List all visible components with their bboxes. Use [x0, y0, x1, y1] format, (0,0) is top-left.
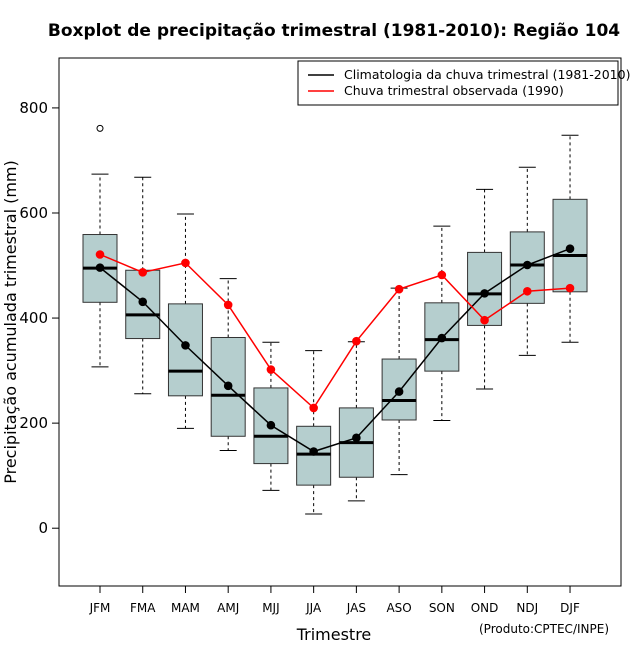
- interquartile-box: [167, 303, 203, 397]
- series-point: [309, 403, 318, 413]
- series-point: [181, 258, 190, 268]
- series-point: [565, 283, 575, 293]
- series-point: [480, 315, 489, 325]
- box-aso: [381, 287, 417, 476]
- series-observed: [95, 250, 575, 413]
- x-tick-label: NDJ: [516, 601, 538, 615]
- x-tick-label: JAS: [346, 601, 366, 615]
- box-jfm: [82, 124, 118, 368]
- y-axis: 0 200 400 600 800: [19, 99, 59, 537]
- box-mam: [167, 213, 203, 429]
- box-son: [424, 225, 460, 422]
- series-point: [309, 447, 318, 456]
- x-tick-label: MAM: [171, 601, 200, 615]
- credit-text: (Produto:CPTEC/INPE): [479, 622, 609, 636]
- legend-label-climatology: Climatologia da chuva trimestral (1981-2…: [344, 67, 630, 82]
- y-tick-label: 600: [19, 204, 48, 222]
- series-point: [437, 333, 447, 343]
- series-point: [266, 420, 276, 430]
- y-tick-label: 0: [38, 519, 48, 537]
- series-line: [99, 248, 571, 453]
- series-point: [266, 365, 276, 374]
- x-tick-label: JFM: [89, 601, 111, 615]
- outlier-point: [96, 124, 104, 132]
- series-point: [352, 433, 361, 443]
- legend-frame: [297, 60, 619, 106]
- series-point: [437, 270, 447, 280]
- series-point: [523, 286, 532, 296]
- series-line: [99, 253, 571, 410]
- box-mjj: [253, 341, 289, 491]
- x-tick-label: FMA: [130, 601, 156, 615]
- legend-label-observed: Chuva trimestral observada (1990): [344, 83, 564, 98]
- series-point: [480, 289, 489, 298]
- box-jas: [338, 341, 374, 502]
- series-point: [394, 284, 404, 294]
- box-fma: [125, 176, 161, 395]
- series-point: [223, 381, 233, 391]
- box-series: [82, 124, 588, 515]
- interquartile-box: [467, 251, 503, 326]
- y-tick-label: 800: [19, 99, 48, 117]
- box-amj: [210, 278, 246, 451]
- x-axis: JFM FMA MAM AMJ MJJ JJA JAS ASO SON OND NDJ DJF: [89, 586, 580, 615]
- series-point: [138, 268, 148, 277]
- series-point: [95, 263, 105, 272]
- series-point: [181, 341, 190, 350]
- series-point: [565, 244, 575, 254]
- series-climatology: [95, 244, 575, 456]
- box-jja: [296, 350, 332, 515]
- x-tick-label: OND: [471, 601, 499, 615]
- x-tick-label: AMJ: [217, 601, 239, 615]
- chart-title: Boxplot de precipitação trimestral (1981…: [48, 21, 620, 41]
- series-point: [138, 297, 148, 307]
- legend: Climatologia da chuva trimestral (1981-2…: [297, 60, 630, 106]
- y-tick-label: 200: [19, 414, 48, 432]
- plot-area-frame: [58, 57, 622, 587]
- interquartile-box: [210, 336, 246, 437]
- box-djf: [552, 134, 588, 343]
- series-point: [352, 336, 361, 346]
- y-axis-title: Precipitação acumulada trimestral (mm): [1, 160, 20, 484]
- y-tick-label: 400: [19, 309, 48, 327]
- line-series: [95, 244, 575, 456]
- series-point: [95, 250, 105, 259]
- series-point: [523, 260, 532, 270]
- x-tick-label: SON: [429, 601, 455, 615]
- series-point: [223, 300, 233, 310]
- x-tick-label: MJJ: [262, 601, 279, 615]
- x-tick-label: JJA: [305, 601, 322, 615]
- x-tick-label: ASO: [386, 601, 411, 615]
- x-tick-label: DJF: [560, 601, 580, 615]
- series-point: [394, 387, 404, 396]
- x-axis-title: Trimestre: [296, 625, 372, 644]
